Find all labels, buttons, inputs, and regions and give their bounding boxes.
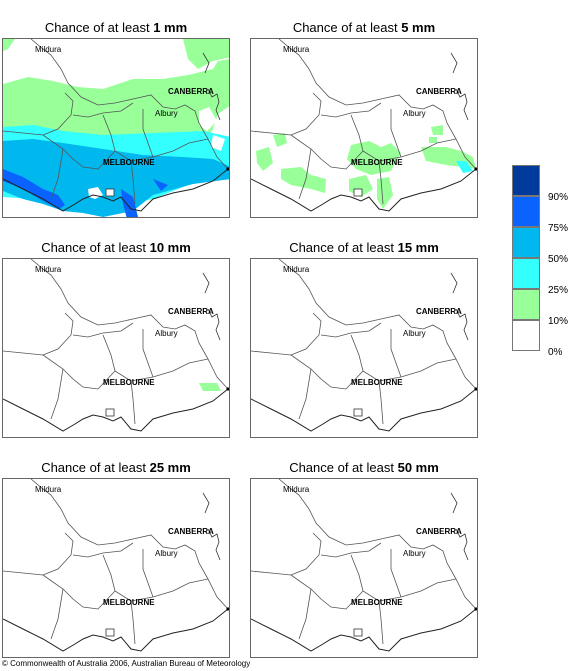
map-15mm: Mildura CANBERRA Albury MELBOURNE (250, 258, 478, 438)
label-melbourne: MELBOURNE (103, 158, 155, 167)
label-melbourne: MELBOURNE (103, 598, 155, 607)
label-canberra: CANBERRA (416, 307, 462, 316)
label-melbourne: MELBOURNE (351, 158, 403, 167)
legend-tick-10: 10% (548, 316, 569, 327)
map-10mm: Mildura CANBERRA Albury MELBOURNE (2, 258, 230, 438)
label-mildura: Mildura (35, 265, 62, 274)
legend-swatch-0 (512, 320, 540, 351)
label-albury: Albury (403, 109, 426, 118)
label-melbourne: MELBOURNE (351, 598, 403, 607)
label-albury: Albury (403, 549, 426, 558)
victoria-map-50mm (251, 479, 477, 652)
label-albury: Albury (155, 109, 178, 118)
panel-title-50mm: Chance of at least 50 mm (289, 460, 439, 475)
legend-tick-0: 0% (548, 347, 563, 358)
legend-swatch-90 (512, 165, 540, 196)
map-1mm: Mildura CANBERRA Albury MELBOURNE (2, 38, 230, 218)
label-albury: Albury (403, 329, 426, 338)
panel-title-1mm: Chance of at least 1 mm (44, 20, 188, 35)
label-canberra: CANBERRA (168, 87, 214, 96)
copyright-notice: © Commonwealth of Australia 2006, Austra… (2, 659, 251, 668)
victoria-map-15mm (251, 259, 477, 432)
victoria-map-10mm (3, 259, 229, 432)
label-canberra: CANBERRA (416, 87, 462, 96)
label-mildura: Mildura (283, 265, 310, 274)
map-25mm: Mildura CANBERRA Albury MELBOURNE (2, 478, 230, 658)
label-mildura: Mildura (283, 45, 310, 54)
label-canberra: CANBERRA (168, 527, 214, 536)
panel-title-25mm: Chance of at least 25 mm (41, 460, 191, 475)
victoria-map-25mm (3, 479, 229, 652)
map-50mm: Mildura CANBERRA Albury MELBOURNE (250, 478, 478, 658)
label-albury: Albury (155, 329, 178, 338)
legend-tick-50: 50% (548, 254, 569, 265)
victoria-map-1mm (3, 39, 229, 217)
legend-swatch-50 (512, 227, 540, 258)
label-mildura: Mildura (35, 485, 62, 494)
map-5mm: Mildura CANBERRA Albury MELBOURNE (250, 38, 478, 218)
label-albury: Albury (155, 549, 178, 558)
label-canberra: CANBERRA (416, 527, 462, 536)
label-melbourne: MELBOURNE (351, 378, 403, 387)
legend-swatch-75 (512, 196, 540, 227)
label-mildura: Mildura (35, 45, 62, 54)
label-mildura: Mildura (283, 485, 310, 494)
panel-title-15mm: Chance of at least 15 mm (289, 240, 439, 255)
panel-title-5mm: Chance of at least 5 mm (292, 20, 436, 35)
label-canberra: CANBERRA (168, 307, 214, 316)
label-melbourne: MELBOURNE (103, 378, 155, 387)
legend-tick-90: 90% (548, 192, 569, 203)
legend-swatch-25 (512, 258, 540, 289)
legend-tick-25: 25% (548, 285, 569, 296)
victoria-map-5mm (251, 39, 477, 212)
panel-title-10mm: Chance of at least 10 mm (41, 240, 191, 255)
legend-swatch-10 (512, 289, 540, 320)
legend-tick-75: 75% (548, 223, 569, 234)
